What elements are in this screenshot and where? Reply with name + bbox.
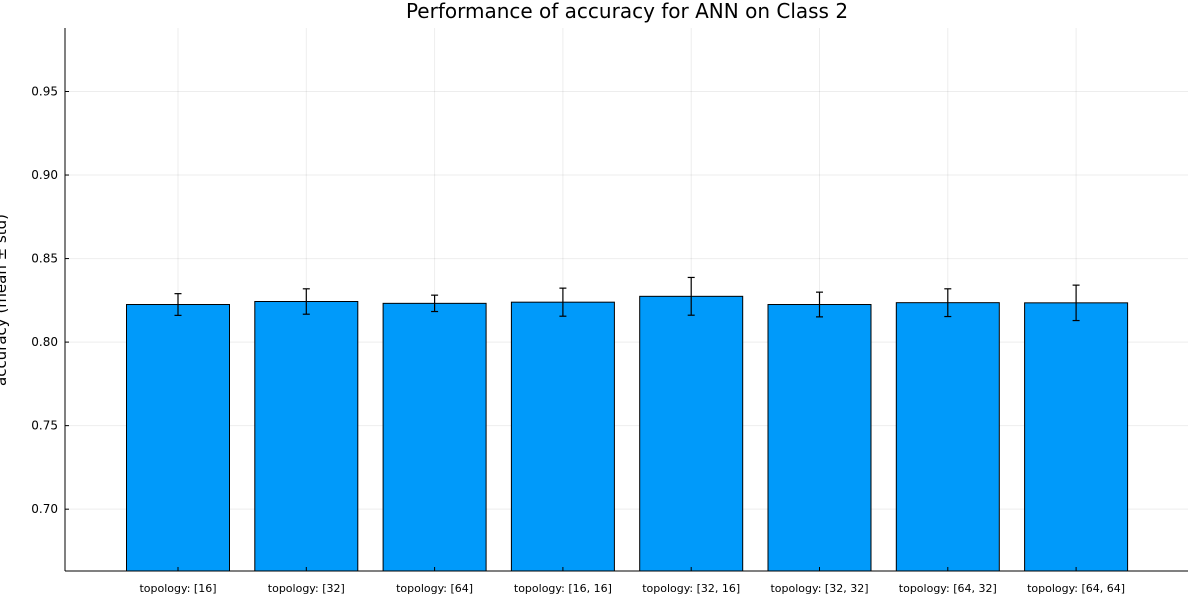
error-bar <box>687 276 695 316</box>
y-grid <box>65 90 1188 510</box>
x-tick-label: topology: [16, 16] <box>514 582 612 595</box>
x-tick-label: topology: [64, 64] <box>1027 582 1125 595</box>
bar <box>254 301 359 572</box>
x-tick-label: topology: [16] <box>139 582 216 595</box>
error-bar <box>944 288 952 318</box>
y-tick-label: 0.85 <box>31 252 58 266</box>
x-ticks: topology: [16] topology: [32] topology: [6… <box>139 567 1125 595</box>
bar <box>1024 302 1129 572</box>
x-tick-label: topology: [32] <box>268 582 345 595</box>
bars <box>126 295 1129 572</box>
y-tick-label: 0.80 <box>31 335 58 349</box>
x-tick-label: topology: [32, 32] <box>770 582 868 595</box>
bar <box>639 295 744 572</box>
error-bar <box>174 293 182 316</box>
error-bar <box>559 287 567 317</box>
chart-title: Performance of accuracy for ANN on Class… <box>406 0 848 23</box>
bar <box>895 302 1000 572</box>
y-tick-label: 0.90 <box>31 168 58 182</box>
error-bar <box>816 291 823 318</box>
y-tick-label: 0.75 <box>31 419 58 433</box>
error-bar <box>302 288 310 315</box>
bar <box>767 304 872 572</box>
x-tick-label: topology: [32, 16] <box>642 582 740 595</box>
x-tick-label: topology: [64] <box>396 582 473 595</box>
error-bar <box>431 294 439 313</box>
y-ticks: 0.70 0.75 0.80 0.85 0.90 0.95 <box>31 84 69 516</box>
error-bars <box>174 276 1080 322</box>
bar <box>382 302 487 572</box>
bar <box>126 304 230 572</box>
x-tick-label: topology: [64, 32] <box>899 582 997 595</box>
y-tick-label: 0.95 <box>31 84 58 98</box>
bar <box>510 301 615 572</box>
y-axis-label: accuracy (mean ± std) <box>0 214 10 386</box>
y-tick-label: 0.70 <box>31 502 58 516</box>
error-bar <box>1072 284 1080 322</box>
